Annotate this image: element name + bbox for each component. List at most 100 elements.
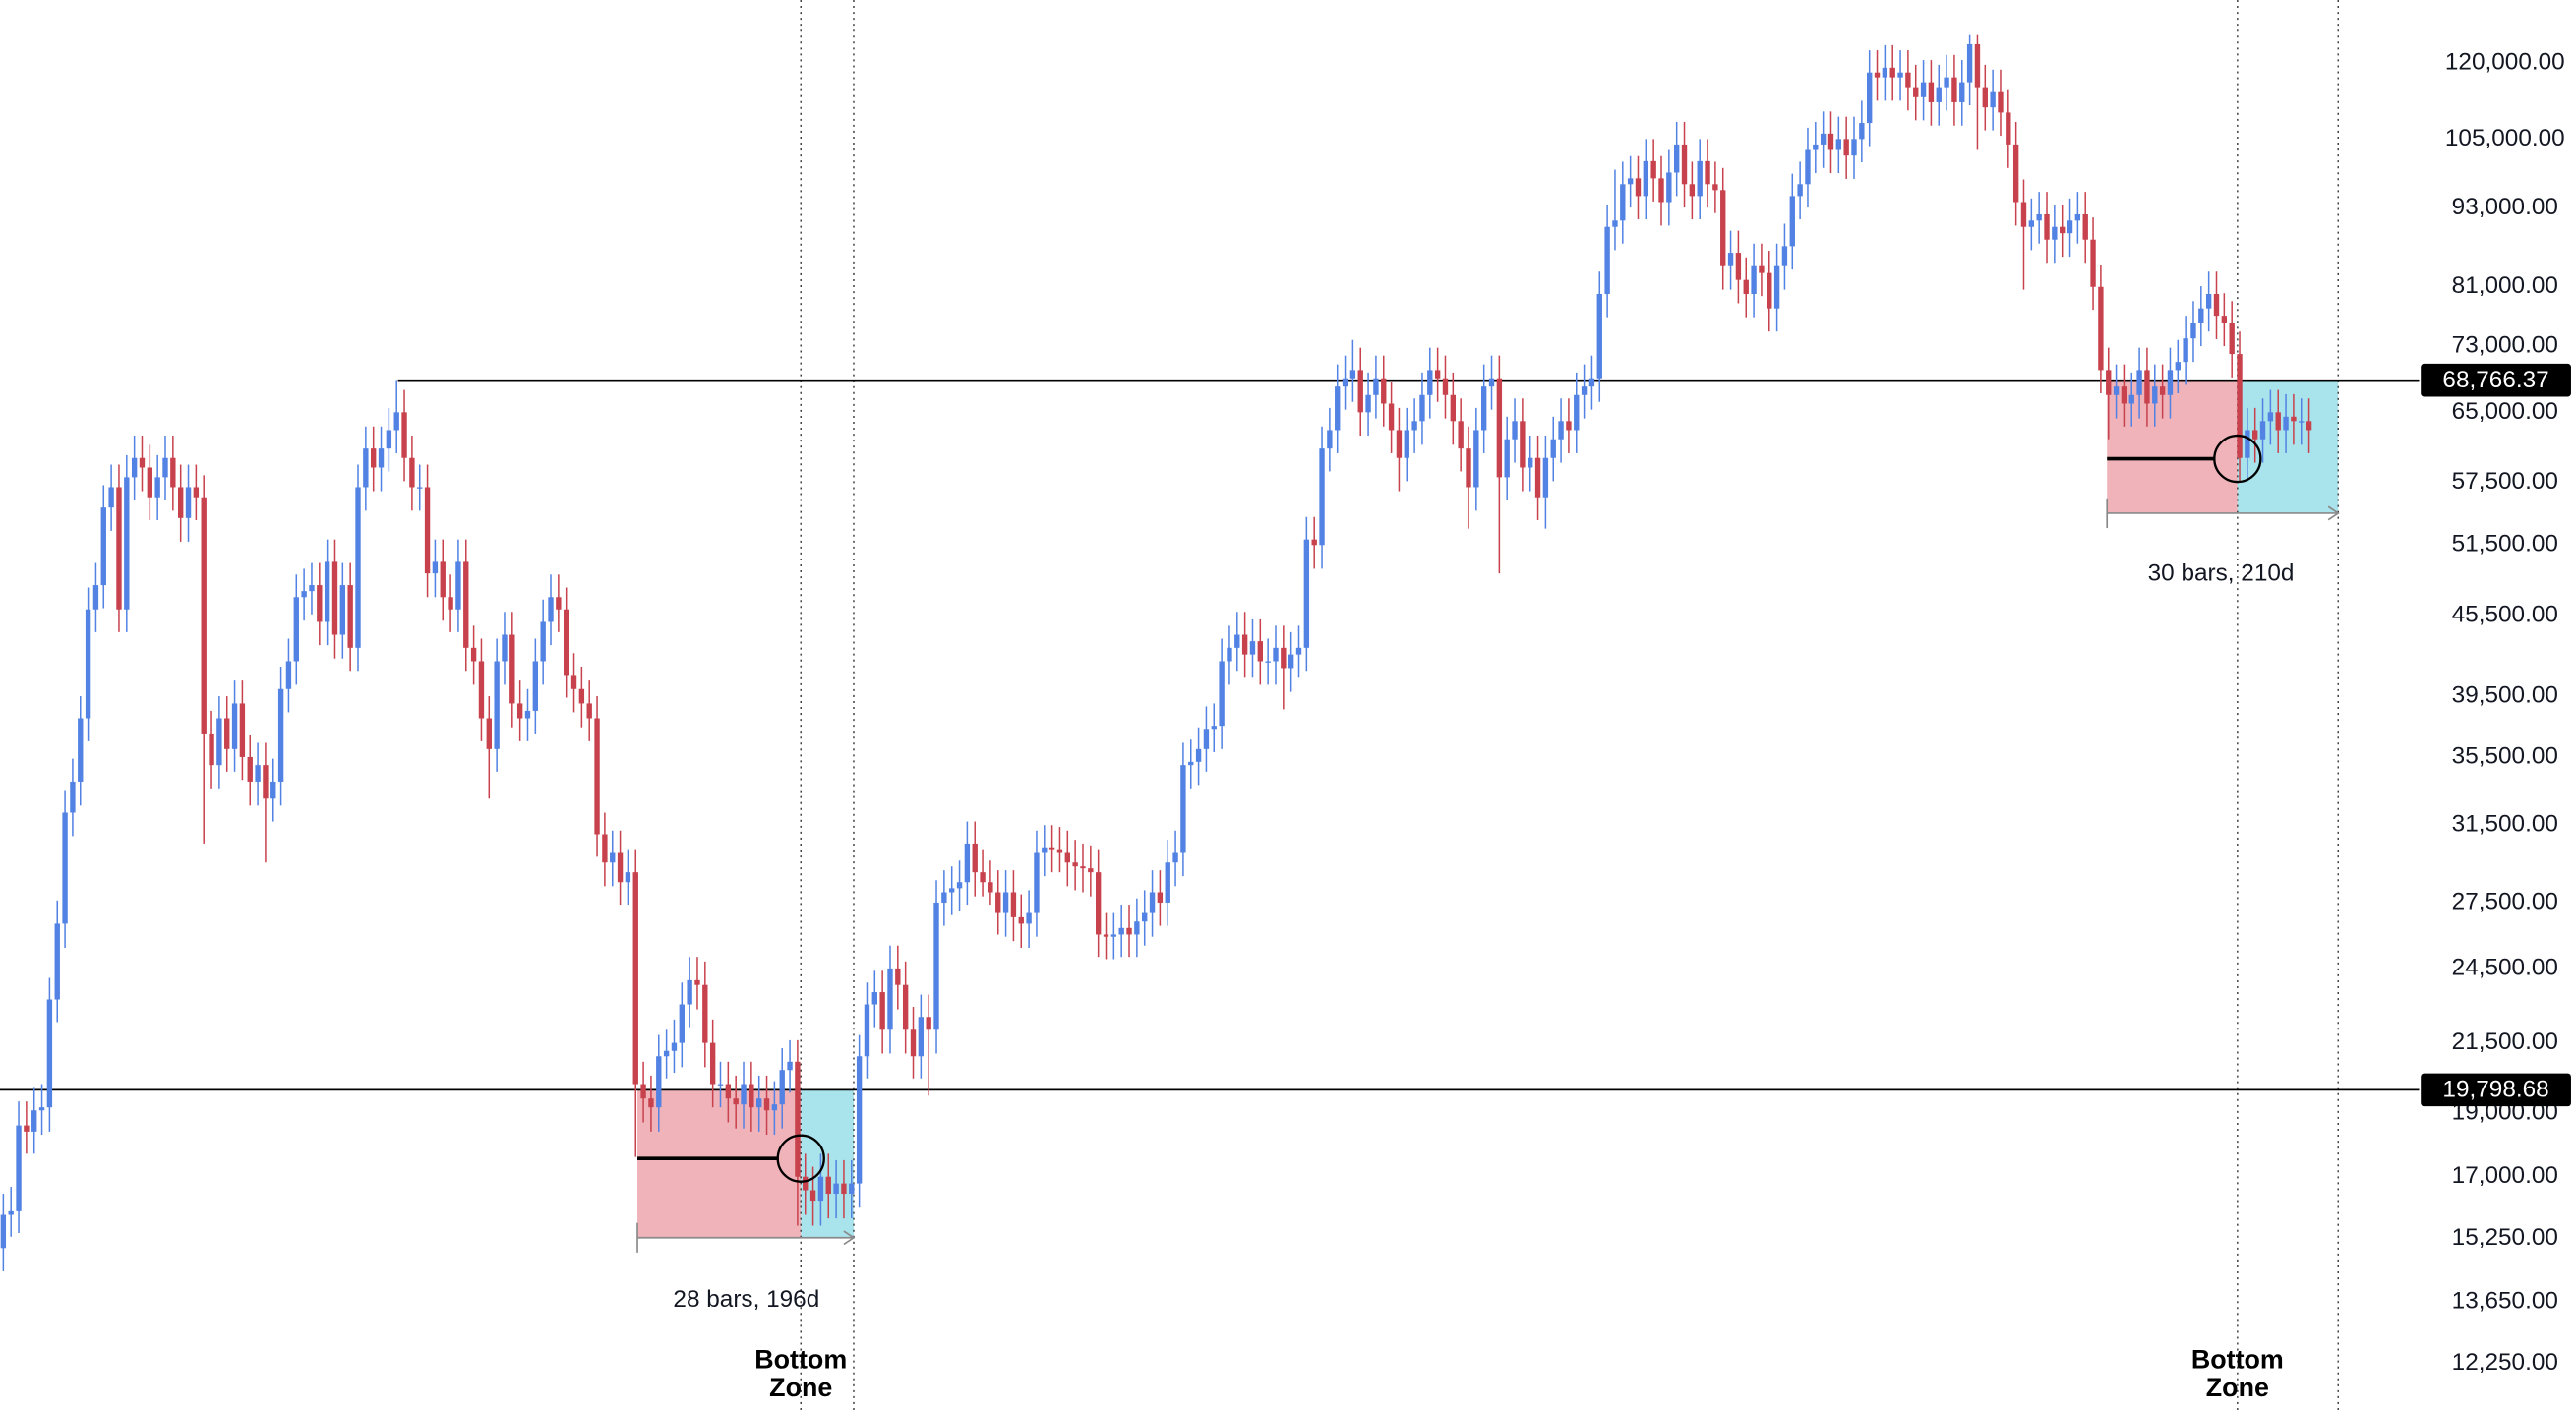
candle-body [1056, 849, 1063, 853]
candle-body [841, 1183, 847, 1195]
candle-body [2291, 416, 2297, 422]
candle-body [277, 688, 284, 782]
candle-body [1381, 378, 1387, 404]
candle-body [1789, 196, 1795, 247]
candle-body [902, 984, 909, 1030]
candle-body [570, 675, 577, 689]
candle-body [1172, 852, 1178, 863]
candle-body [285, 661, 292, 689]
candle-body [185, 487, 192, 518]
candle-body [586, 703, 592, 719]
candle-body [564, 609, 569, 676]
y-tick-label: 15,250.00 [2452, 1224, 2558, 1251]
y-tick-label: 65,000.00 [2452, 398, 2558, 425]
candle-body [548, 597, 554, 622]
level-label-box [2421, 1073, 2571, 1107]
candle-body [386, 430, 392, 449]
candle-body [263, 765, 269, 799]
candle-body [1311, 539, 1317, 546]
candle-body [1434, 370, 1441, 379]
candle-body [247, 756, 253, 782]
candle-body [201, 497, 207, 734]
candle-body [602, 834, 608, 863]
y-tick-label: 51,500.00 [2452, 531, 2558, 558]
candle-body [1188, 761, 1194, 766]
candle-body [231, 703, 238, 749]
candle-body [640, 1084, 646, 1099]
candle-body [625, 872, 631, 883]
candle-body [809, 1190, 816, 1202]
candle-body [725, 1084, 732, 1099]
candle-body [1658, 178, 1664, 203]
candle-body [2082, 213, 2088, 240]
sell-zone-box [637, 1089, 802, 1238]
candle-body [2028, 220, 2035, 227]
candle-body [1566, 421, 1572, 431]
candle-body [871, 992, 877, 1005]
candle-body [2144, 370, 2150, 404]
candle-body [162, 457, 168, 478]
candle-body [2190, 323, 2196, 339]
candle-body [632, 872, 638, 1085]
candle-body [424, 487, 431, 574]
candle-body [2198, 308, 2204, 323]
candle-body [1010, 892, 1017, 917]
candle-body [756, 1098, 762, 1108]
candle-body [926, 1017, 931, 1030]
candle-body [1689, 184, 1696, 197]
candle-body [1781, 246, 1788, 266]
y-tick-label: 12,250.00 [2452, 1349, 2558, 1376]
candle-body [409, 457, 415, 488]
candle-body [2259, 421, 2266, 440]
candle-body [301, 591, 307, 598]
candle-body [1265, 661, 1271, 663]
candle-body [270, 781, 276, 799]
candle-body [1273, 647, 1279, 662]
candle-body [255, 765, 261, 782]
candle-body [216, 718, 222, 766]
candle-body [1488, 378, 1495, 387]
candle-body [108, 487, 114, 508]
candle-body [1805, 149, 1811, 185]
y-tick-label: 39,500.00 [2452, 681, 2558, 708]
candle-body [2090, 239, 2096, 287]
zone-label-box: Bottom Zone [754, 1347, 847, 1403]
candle-body [2020, 202, 2027, 227]
candle-body [2060, 226, 2066, 234]
candle-body [1920, 82, 1927, 97]
candle-body [0, 1214, 7, 1249]
candle-body [339, 585, 346, 635]
candle-body [1303, 539, 1310, 648]
candle-body [2106, 370, 2112, 395]
candle-body [988, 882, 993, 893]
candle-body [1404, 430, 1409, 458]
candle-body [432, 561, 439, 574]
candle-body [1427, 370, 1433, 395]
candle-body [1349, 370, 1356, 379]
candle-body [1411, 421, 1417, 431]
candle-body [154, 477, 160, 498]
candle-body [949, 888, 955, 893]
candle-body [578, 688, 585, 704]
candle-body [941, 892, 947, 903]
candle-body [31, 1110, 37, 1132]
candle-body [478, 661, 485, 719]
candle-body [24, 1125, 30, 1132]
candle-body [2167, 370, 2174, 395]
candle-body [1365, 394, 1371, 413]
measure-label: 28 bars, 196d [673, 1286, 819, 1313]
candle-body [779, 1070, 785, 1105]
candle-body [8, 1210, 14, 1215]
candle-body [1241, 634, 1248, 655]
candle-body [494, 661, 500, 749]
candle-body [1281, 647, 1287, 669]
candle-body [177, 487, 184, 518]
candle-body [771, 1104, 778, 1111]
candle-body [702, 984, 708, 1043]
zone-label: Bottom Zone [2190, 1346, 2284, 1403]
candle-body [1859, 123, 1865, 140]
candle-body [1134, 921, 1140, 935]
sell-zone-box [2107, 380, 2238, 513]
candle-body [1851, 139, 1857, 156]
candle-body [1419, 394, 1425, 422]
